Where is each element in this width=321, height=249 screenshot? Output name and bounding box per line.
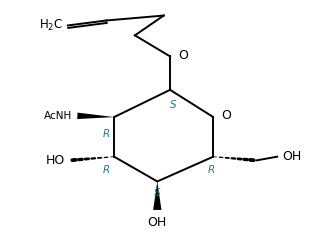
Text: S: S [154,187,160,198]
Polygon shape [153,182,161,210]
Text: H$_2$C: H$_2$C [39,18,63,33]
Text: HO: HO [45,154,65,167]
Text: O: O [221,109,231,122]
Text: O: O [178,49,188,62]
Text: R: R [208,165,215,175]
Text: S: S [170,100,177,110]
Polygon shape [77,113,114,119]
Text: AcNH: AcNH [44,111,73,121]
Text: R: R [102,165,110,175]
Text: R: R [102,129,110,139]
Text: OH: OH [282,150,301,163]
Text: OH: OH [148,216,167,229]
